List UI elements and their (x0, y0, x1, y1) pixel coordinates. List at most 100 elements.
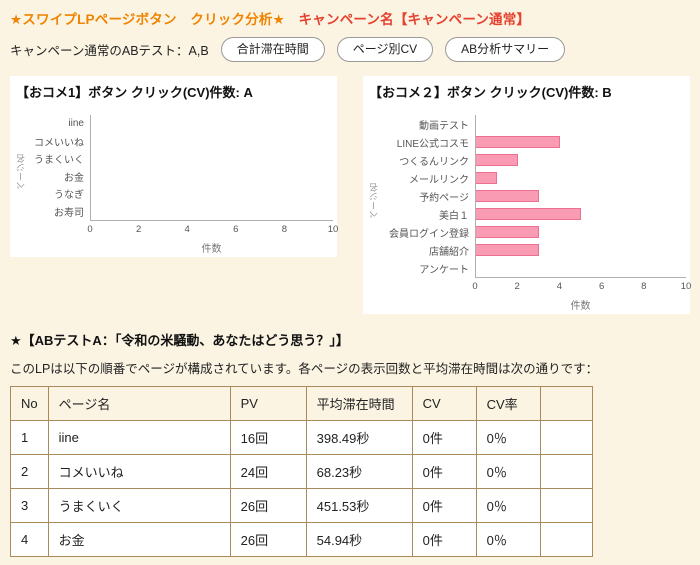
table-cell: 26回 (229, 488, 307, 524)
category-label: コメいいね (34, 137, 84, 149)
chart-a-body: ページ名 iine コメいいね うまくいく お金 うなぎ お寿司 0 2 4 6 8 10 件数 (14, 115, 338, 256)
table-cell: 1 (10, 420, 49, 456)
table-cell: 0％ (475, 488, 541, 524)
table-cell: 0件 (411, 454, 477, 490)
table-cell: 0％ (475, 454, 541, 490)
x-tick-label: 2 (135, 224, 142, 236)
chart-a-plot-area (90, 115, 333, 222)
table-cell: 68.23秒 (305, 454, 413, 490)
chart-b-category-labels: 動画テスト LINE公式コスモ つくるんリンク メールリンク 予約ページ 美白１ 会員ログイ… (381, 115, 475, 278)
bar-row (91, 115, 333, 133)
table-cell: iine (47, 420, 231, 456)
table-cell (539, 488, 593, 524)
chart-b-plot-area (475, 115, 686, 279)
table-cell: 451.53秒 (305, 488, 413, 524)
bar-row (476, 223, 686, 241)
bar-row (91, 133, 333, 151)
chart-b-yaxis-label: ページ名 (369, 182, 379, 219)
table-header-cell: CV率 (475, 386, 541, 422)
table-cell (539, 454, 593, 490)
table-header-cell (539, 386, 593, 422)
page-title-campaign: キャンペーン名【キャンペーン通常】 (298, 12, 531, 27)
chart-b-xaxis-label: 件数 (570, 301, 591, 313)
chart-a-x-ticks: 0 2 4 6 8 10 (87, 224, 338, 236)
chart-b-body: ページ名 動画テスト LINE公式コスモ つくるんリンク メールリンク 予約ページ 美白１… (367, 115, 691, 313)
bar-row (91, 168, 333, 186)
category-label: iine (68, 118, 84, 130)
header-toolbar: キャンペーン通常のABテスト：A,B 合計滞在時間 ページ別CV AB分析サマリ… (10, 37, 690, 63)
page-stats-table: No ページ名 PV 平均滞在時間 CV CV率 1 iine 16回 398.49秒 0件 0％ 2… (10, 386, 593, 558)
bar (476, 244, 539, 256)
bar (476, 226, 539, 238)
ab-analysis-summary-button[interactable]: AB分析サマリー (445, 37, 566, 63)
bar-row (476, 259, 686, 277)
x-tick-label: 0 (87, 224, 93, 236)
chart-b-x-ticks: 0 2 4 6 8 10 (472, 281, 691, 293)
x-tick-label: 2 (514, 281, 520, 293)
category-label: お寿司 (54, 207, 84, 219)
page-title: ★スワイプLPページボタン クリック分析★ キャンペーン名【キャンペーン通常】 (10, 8, 690, 28)
bar-row (91, 203, 333, 221)
category-label: メールリンク (409, 174, 469, 186)
bar (476, 136, 560, 148)
bar-row (476, 133, 686, 151)
bar (476, 172, 497, 184)
table-cell: 0件 (411, 488, 477, 524)
table-cell: 0件 (411, 522, 477, 558)
table-header-cell: ページ名 (47, 386, 231, 422)
table-cell: 0％ (475, 522, 541, 558)
category-label: アンケート (419, 264, 469, 276)
chart-a-xaxis-label: 件数 (201, 244, 222, 256)
table-cell: 24回 (229, 454, 307, 490)
table-cell: 54.94秒 (305, 522, 413, 558)
table-cell: 16回 (229, 420, 307, 456)
cv-by-page-button[interactable]: ページ別CV (336, 37, 434, 63)
table-row: 1 iine 16回 398.49秒 0件 0％ (10, 420, 593, 456)
x-tick-label: 6 (598, 281, 605, 293)
bar (476, 190, 539, 202)
table-header-cell: PV (229, 386, 307, 422)
bar-row (91, 185, 333, 203)
table-cell: 0％ (475, 420, 541, 456)
x-tick-label: 10 (327, 224, 339, 236)
table-cell: 26回 (229, 522, 307, 558)
table-cell: 2 (10, 454, 49, 490)
table-cell: 3 (10, 488, 49, 524)
charts-section: 【おコメ1】ボタン クリック(CV)件数: A ページ名 iine コメいいね うま… (10, 76, 691, 315)
x-tick-label: 8 (281, 224, 288, 236)
page-stats-table-body: 1 iine 16回 398.49秒 0件 0％ 2 コメいいね 24回 68.23秒 0件 0％ 3 う… (10, 420, 593, 558)
x-tick-label: 8 (641, 281, 647, 293)
category-label: 会員ログイン登録 (389, 228, 469, 240)
bar-row (476, 205, 686, 223)
x-tick-label: 0 (472, 281, 478, 293)
bar-row (476, 187, 686, 205)
table-cell (539, 420, 593, 456)
chart-a-title: 【おコメ1】ボタン クリック(CV)件数: A (16, 85, 253, 101)
table-row: 3 うまくいく 26回 451.53秒 0件 0％ (10, 488, 593, 524)
total-stay-time-button[interactable]: 合計滞在時間 (220, 37, 325, 63)
x-tick-label: 10 (680, 281, 692, 293)
category-label: 美白１ (439, 210, 469, 222)
page-stats-table-head: No ページ名 PV 平均滞在時間 CV CV率 (10, 386, 593, 422)
table-row: 4 お金 26回 54.94秒 0件 0％ (10, 522, 593, 558)
bar-row (476, 169, 686, 187)
chart-a-category-labels: iine コメいいね うまくいく お金 うなぎ お寿司 (28, 115, 90, 221)
table-row: 2 コメいいね 24回 68.23秒 0件 0％ (10, 454, 593, 490)
category-label: LINE公式コスモ (396, 138, 469, 150)
category-label: お金 (64, 172, 84, 184)
category-label: つくるんリンク (399, 156, 469, 168)
bar (476, 154, 518, 166)
table-cell: コメいいね (47, 454, 231, 490)
table-header-cell: CV (411, 386, 477, 422)
table-header-cell: No (10, 386, 49, 422)
table-cell: お金 (47, 522, 231, 558)
chart-a: 【おコメ1】ボタン クリック(CV)件数: A ページ名 iine コメいいね うま… (10, 76, 338, 258)
table-header-row: No ページ名 PV 平均滞在時間 CV CV率 (10, 386, 593, 422)
bar (476, 208, 581, 220)
table-header-cell: 平均滞在時間 (305, 386, 413, 422)
page-title-main: ★スワイプLPページボタン クリック分析★ (10, 12, 299, 27)
bar-row (476, 151, 686, 169)
ab-test-subtitle: キャンペーン通常のABテスト：A,B (10, 44, 209, 59)
bar-row (476, 115, 686, 133)
